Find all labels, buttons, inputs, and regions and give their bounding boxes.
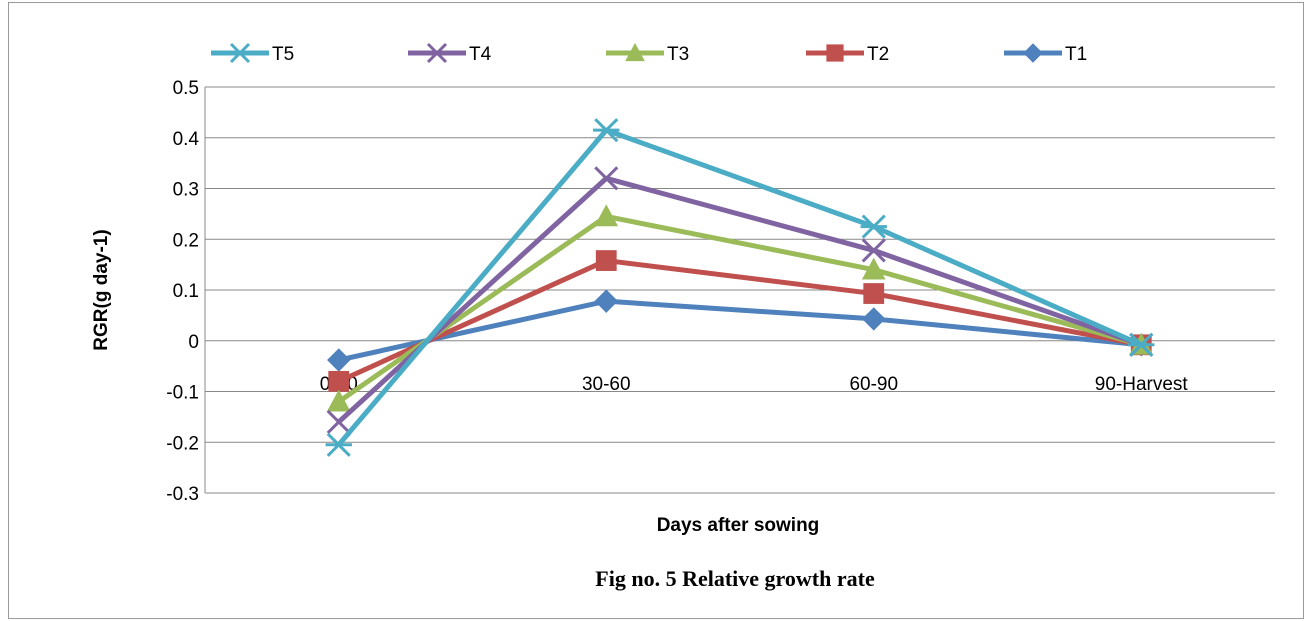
grid-lines: [204, 86, 1275, 494]
data-point-diamond: [594, 289, 618, 313]
data-point-x: [861, 238, 886, 263]
legend: T5 T4 T3 T2 T1: [211, 42, 1087, 65]
data-point-square: [328, 370, 350, 392]
x-tick-label: 90-Harvest: [1095, 374, 1189, 395]
data-point-diamond: [1023, 43, 1043, 63]
y-tick-label: 0.3: [173, 180, 199, 201]
data-point-square: [863, 283, 885, 304]
data-point-triangle: [326, 389, 351, 412]
legend-item-t2: T2: [806, 44, 889, 65]
legend-label: T2: [867, 44, 889, 65]
legend-item-t5: T5: [211, 42, 294, 65]
legend-item-t1: T1: [1004, 43, 1087, 65]
data-point-triangle: [594, 204, 619, 227]
data-point-asterisk: [1128, 332, 1155, 357]
chart-frame: [8, 2, 1304, 619]
y-tick-labels: 0.5 0.4 0.3 0.2 0.1 0 -0.1 -0.2 -0.3: [166, 78, 199, 505]
legend-item-t4: T4: [408, 42, 492, 65]
y-tick-label: 0.4: [173, 129, 200, 150]
y-tick-label: 0.5: [173, 78, 199, 99]
series-line: [336, 127, 1143, 447]
data-point-triangle: [861, 257, 886, 280]
series-t4: [326, 166, 1154, 435]
x-axis-title: Days after sowing: [657, 515, 820, 536]
legend-item-t3: T3: [606, 42, 689, 65]
legend-label: T5: [272, 44, 294, 65]
y-tick-label: -0.3: [166, 484, 199, 505]
data-point-x: [326, 409, 351, 435]
data-point-asterisk: [593, 118, 620, 143]
series-lines: [325, 118, 1155, 457]
series-line: [337, 258, 1142, 384]
data-point-x: [594, 166, 619, 191]
data-point-asterisk: [229, 42, 251, 64]
data-point-square: [595, 250, 617, 271]
series-t5: [325, 118, 1155, 457]
series-line: [337, 175, 1143, 424]
x-tick-label: 30-60: [582, 374, 631, 395]
x-tick-label: 60-90: [849, 374, 898, 395]
legend-label: T4: [469, 44, 492, 65]
data-point-asterisk: [325, 432, 352, 457]
data-point-diamond: [862, 307, 886, 331]
y-tick-label: -0.2: [166, 433, 199, 454]
series-line: [338, 298, 1142, 363]
y-tick-label: 0: [188, 332, 199, 353]
data-point-square: [826, 44, 844, 62]
data-point-triangle: [625, 42, 645, 62]
data-point-x: [426, 42, 448, 64]
y-tick-label: 0.2: [173, 230, 199, 251]
y-tick-label: -0.1: [166, 383, 199, 404]
legend-label: T1: [1065, 44, 1087, 65]
legend-label: T3: [667, 44, 689, 65]
data-point-diamond: [327, 348, 351, 372]
figure-caption: Fig no. 5 Relative growth rate: [595, 566, 875, 591]
series-line: [337, 213, 1142, 404]
y-tick-label: 0.1: [173, 281, 199, 302]
y-axis-title: RGR(g day-1): [91, 229, 112, 350]
data-point-asterisk: [860, 214, 887, 239]
